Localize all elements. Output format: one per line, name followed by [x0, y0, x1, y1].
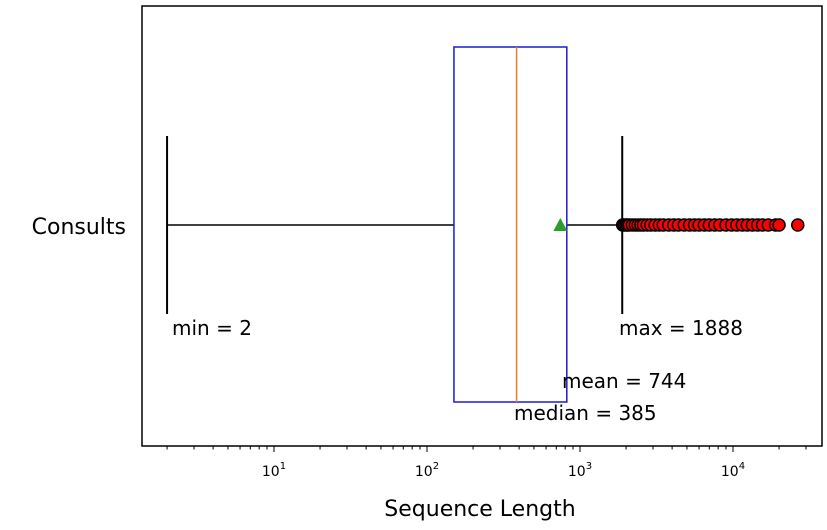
- x-axis-ticks: 101 102 103 104: [166, 446, 807, 480]
- plot-frame: [141, 5, 823, 447]
- median-annotation: median = 385: [514, 401, 657, 425]
- x-tick-label: 104: [721, 461, 745, 480]
- mean-annotation: mean = 744: [562, 369, 686, 393]
- max-annotation: max = 1888: [619, 316, 743, 340]
- min-annotation: min = 2: [172, 316, 252, 340]
- x-tick-label: 101: [262, 461, 286, 480]
- category-label-consults: Consults: [32, 215, 126, 240]
- outlier-point: [772, 218, 786, 232]
- x-tick-label: 103: [568, 461, 592, 480]
- x-tick-label: 102: [415, 461, 439, 480]
- outlier-point: [791, 218, 805, 232]
- chart-marks: [166, 46, 805, 403]
- mean-marker: [553, 218, 568, 231]
- x-axis-title: Sequence Length: [384, 497, 575, 522]
- iqr-box: [453, 46, 568, 403]
